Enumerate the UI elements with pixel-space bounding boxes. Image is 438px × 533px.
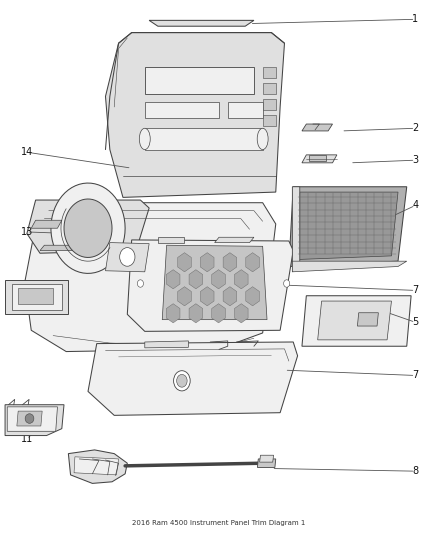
Polygon shape [162, 245, 267, 320]
Polygon shape [106, 33, 285, 197]
Polygon shape [68, 450, 127, 483]
Text: 2: 2 [412, 123, 419, 133]
Polygon shape [258, 459, 276, 467]
Polygon shape [189, 304, 203, 323]
Polygon shape [74, 457, 119, 475]
Ellipse shape [257, 128, 268, 150]
Text: 3: 3 [413, 155, 419, 165]
Polygon shape [201, 253, 214, 272]
Polygon shape [31, 220, 62, 228]
Ellipse shape [173, 370, 190, 391]
Polygon shape [17, 411, 42, 426]
Polygon shape [145, 67, 254, 94]
Polygon shape [295, 192, 398, 260]
Polygon shape [106, 243, 149, 272]
Polygon shape [149, 20, 254, 26]
Text: 11: 11 [21, 434, 33, 445]
Polygon shape [212, 270, 226, 289]
Polygon shape [158, 237, 184, 243]
Text: 7: 7 [412, 286, 419, 295]
Polygon shape [234, 270, 248, 289]
Text: 4: 4 [413, 200, 419, 211]
Polygon shape [51, 183, 125, 273]
Polygon shape [263, 115, 276, 126]
Polygon shape [12, 284, 62, 310]
Text: 5: 5 [412, 317, 419, 327]
Ellipse shape [120, 248, 135, 266]
Polygon shape [18, 288, 53, 304]
Polygon shape [7, 407, 57, 431]
Polygon shape [318, 301, 392, 340]
Polygon shape [246, 253, 259, 272]
Polygon shape [223, 287, 237, 306]
Polygon shape [289, 187, 407, 266]
Polygon shape [357, 313, 378, 326]
Polygon shape [5, 280, 68, 314]
Ellipse shape [139, 128, 150, 150]
Polygon shape [178, 253, 191, 272]
Polygon shape [263, 99, 276, 110]
Polygon shape [64, 199, 112, 257]
Text: 7: 7 [412, 370, 419, 381]
Text: 12: 12 [21, 306, 33, 317]
Polygon shape [302, 124, 332, 131]
Polygon shape [263, 83, 276, 94]
Text: 1: 1 [413, 14, 419, 25]
Polygon shape [263, 67, 276, 78]
Ellipse shape [284, 280, 290, 287]
Polygon shape [127, 240, 293, 332]
Polygon shape [308, 155, 326, 161]
Polygon shape [25, 203, 276, 352]
Polygon shape [234, 304, 248, 323]
Polygon shape [166, 270, 180, 289]
Polygon shape [260, 455, 274, 462]
Polygon shape [178, 287, 191, 306]
Polygon shape [292, 187, 300, 272]
Text: 8: 8 [413, 466, 419, 476]
Polygon shape [246, 287, 259, 306]
Ellipse shape [177, 374, 187, 387]
Ellipse shape [138, 280, 144, 287]
Ellipse shape [25, 414, 34, 423]
Polygon shape [145, 128, 263, 150]
Polygon shape [145, 341, 188, 348]
Polygon shape [145, 102, 219, 118]
Text: 2016 Ram 4500 Instrument Panel Trim Diagram 1: 2016 Ram 4500 Instrument Panel Trim Diag… [132, 520, 306, 526]
Polygon shape [228, 102, 263, 118]
Polygon shape [166, 304, 180, 323]
Polygon shape [302, 155, 337, 163]
Text: 14: 14 [21, 147, 33, 157]
Polygon shape [27, 200, 149, 253]
Text: 13: 13 [21, 227, 33, 237]
Polygon shape [5, 405, 64, 435]
Polygon shape [292, 261, 407, 272]
Polygon shape [223, 253, 237, 272]
Polygon shape [40, 245, 79, 251]
Polygon shape [212, 304, 226, 323]
Polygon shape [201, 287, 214, 306]
Polygon shape [88, 342, 297, 415]
Polygon shape [215, 237, 254, 243]
Polygon shape [302, 296, 411, 346]
Polygon shape [189, 270, 203, 289]
